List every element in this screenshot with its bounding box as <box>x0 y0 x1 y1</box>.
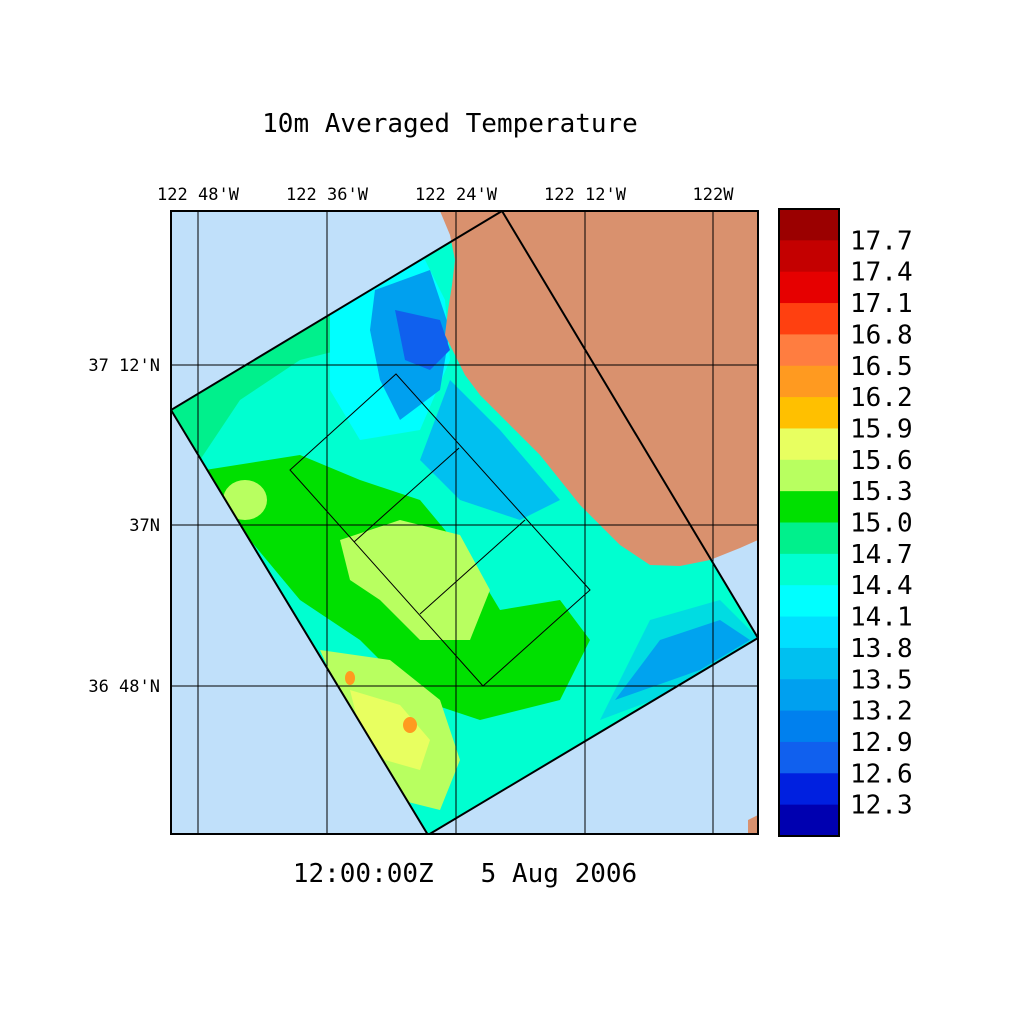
colorbar-swatch <box>779 491 839 523</box>
land-mass <box>440 211 758 566</box>
colorbar-swatch <box>779 303 839 335</box>
colorbar-level-label: 14.7 <box>850 540 913 570</box>
nested-grid-divider-1 <box>353 447 460 543</box>
colorbar-level-label: 17.7 <box>850 226 913 256</box>
longitude-labels: 122 48'W 122 36'W 122 24'W 122 12'W 122W <box>157 185 734 205</box>
colorbar-level-label: 13.5 <box>850 665 913 695</box>
colorbar-swatch <box>779 428 839 461</box>
nested-grid-divider-2 <box>419 519 526 615</box>
lat-tick-label: 37 12'N <box>88 356 160 376</box>
map-frame <box>170 210 759 835</box>
field-yellowgreen-center <box>340 520 490 640</box>
field-deepblue-north <box>395 310 450 370</box>
timestamp: 12:00:00Z 5 Aug 2006 <box>293 859 637 889</box>
colorbar-level-label: 15.3 <box>850 477 913 507</box>
lon-tick-label: 122 24'W <box>415 185 498 205</box>
map-title: 10m Averaged Temperature <box>262 109 638 139</box>
colorbar-level-label: 13.2 <box>850 697 913 727</box>
lon-tick-label: 122 12'W <box>544 185 627 205</box>
model-domain-outline <box>171 211 758 834</box>
field-blue-southeast-inner <box>600 600 758 720</box>
colorbar-swatch <box>779 522 839 555</box>
colorbar-level-label: 14.1 <box>850 603 913 633</box>
colorbar-frame <box>778 208 840 837</box>
colorbar-swatch <box>779 679 839 712</box>
colorbar-swatch <box>779 553 839 586</box>
graticule <box>171 211 758 834</box>
colorbar-level-label: 17.1 <box>850 289 913 319</box>
colorbar-swatch <box>779 647 839 680</box>
colorbar-swatch <box>779 616 839 649</box>
colorbar-level-label: 12.3 <box>850 791 913 821</box>
colorbar-level-label: 16.5 <box>850 352 913 382</box>
colorbar-level-label: 12.6 <box>850 759 913 789</box>
lon-tick-label: 122W <box>693 185 735 205</box>
colorbar-level-label: 12.9 <box>850 728 913 758</box>
colorbar-swatch <box>779 585 839 618</box>
colorbar-level-label: 15.9 <box>850 414 913 444</box>
colorbar-level-label: 15.0 <box>850 509 913 539</box>
land-islet <box>748 815 758 834</box>
colorbar-level-label: 13.8 <box>850 634 913 664</box>
colorbar-level-label: 15.6 <box>850 446 913 476</box>
nested-grid-outline <box>289 373 591 687</box>
colorbar-level-label: 14.4 <box>850 571 913 601</box>
colorbar-level-label: 16.2 <box>850 383 913 413</box>
field-orange-spot-2 <box>345 671 355 685</box>
colorbar-swatch <box>779 804 839 837</box>
lat-tick-label: 36 48'N <box>88 677 160 697</box>
field-yellowgreen-west-patch <box>223 480 267 520</box>
field-yellow-south <box>350 690 430 770</box>
colorbar-swatch <box>779 271 839 304</box>
lon-tick-label: 122 48'W <box>157 185 240 205</box>
colorbar-swatch <box>779 459 839 492</box>
colorbar-swatch <box>779 365 839 398</box>
colorbar-level-label: 16.8 <box>850 320 913 350</box>
lat-tick-label: 37N <box>129 516 160 536</box>
colorbar-swatch <box>779 397 839 429</box>
colorbar-swatch <box>779 773 839 806</box>
latitude-labels: 37 12'N 37N 36 48'N <box>88 356 160 697</box>
colorbar-swatch <box>779 209 839 241</box>
colorbar-level-label: 17.4 <box>850 258 913 288</box>
colorbar-swatch <box>779 334 839 367</box>
colorbar: 17.717.417.116.816.516.215.915.615.315.0… <box>778 208 913 837</box>
colorbar-swatch <box>779 240 839 273</box>
field-blue-coastal <box>420 380 560 520</box>
map-area <box>171 211 758 834</box>
colorbar-swatch <box>779 710 839 743</box>
colorbar-swatch <box>779 741 839 774</box>
field-orange-spot-1 <box>403 717 417 733</box>
lon-tick-label: 122 36'W <box>286 185 369 205</box>
